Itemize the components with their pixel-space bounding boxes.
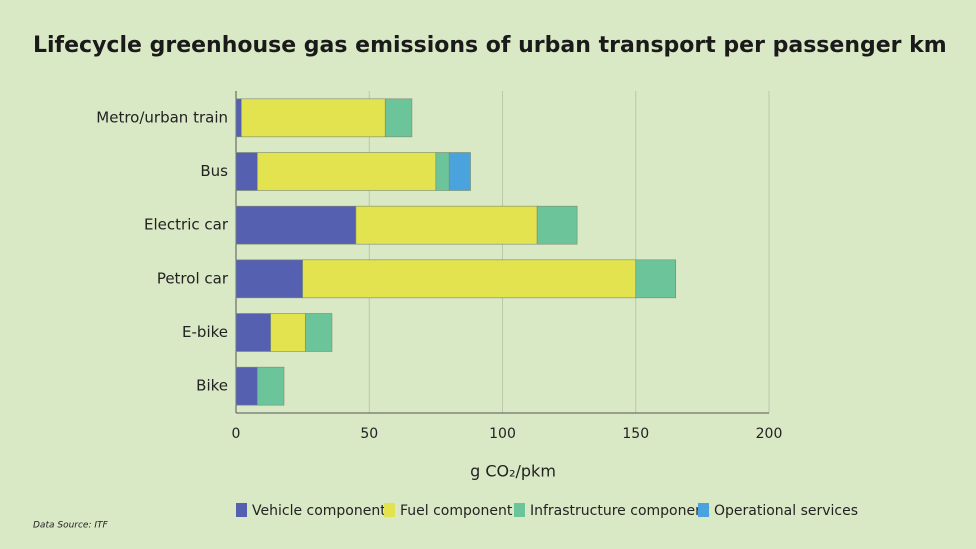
bar-segment [384, 98, 413, 138]
bar-segment [448, 152, 471, 191]
bar-segment [435, 152, 450, 191]
bar-segment [235, 259, 303, 299]
bar-segment [235, 98, 242, 138]
y-tick-label: Petrol car [157, 269, 229, 287]
source-note: Data Source: ITF [33, 521, 109, 531]
bar-segment [235, 313, 271, 352]
legend-label: Operational services [714, 503, 858, 519]
y-tick-label: E-bike [182, 323, 228, 341]
x-tick-label: 200 [756, 426, 783, 442]
y-tick-label: Bus [200, 162, 228, 180]
bar-segment [235, 152, 258, 191]
legend-swatch [236, 503, 247, 517]
bar-segment [270, 313, 306, 352]
y-tick-label: Bike [196, 377, 228, 395]
x-tick-label: 150 [622, 426, 649, 442]
legend-swatch [384, 503, 395, 517]
bar-segment [235, 366, 258, 406]
legend-label: Vehicle component [252, 503, 386, 519]
x-tick-label: 0 [232, 426, 241, 442]
legend-label: Fuel component [400, 503, 513, 519]
y-tick-label: Electric car [144, 216, 229, 234]
legend-swatch [698, 503, 709, 517]
bar-segment [257, 366, 285, 406]
y-tick-label: Metro/urban train [96, 108, 228, 126]
bar-segment [355, 205, 538, 245]
bar-segment [257, 152, 437, 191]
bar-segment [235, 205, 357, 245]
legend-swatch [514, 503, 525, 517]
x-tick-label: 100 [489, 426, 516, 442]
legend-label: Infrastructure component [530, 503, 710, 519]
x-tick-label: 50 [360, 426, 378, 442]
bar-segment [241, 98, 386, 138]
x-axis-label: g CO₂/pkm [470, 462, 556, 481]
bar-segment [304, 313, 333, 352]
bar-segment [302, 259, 637, 299]
chart-title: Lifecycle greenhouse gas emissions of ur… [33, 33, 947, 58]
bar-segment [536, 205, 578, 245]
bar-segment [635, 259, 677, 299]
